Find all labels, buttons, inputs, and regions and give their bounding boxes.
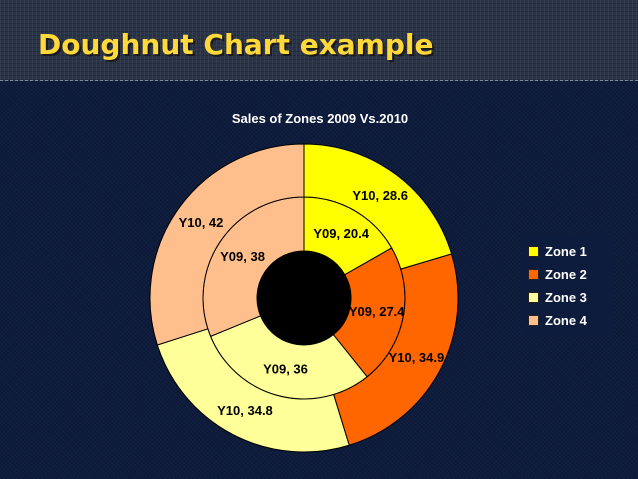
data-label: Y10, 42 [179,215,224,230]
legend-swatch-zone-2 [528,269,539,280]
doughnut-hole [257,251,351,345]
slice-y10-zone-4 [149,143,305,346]
legend-label: Zone 2 [545,267,587,282]
title-band [0,0,638,81]
slice-y10-zone-3 [156,328,350,453]
legend-swatch-zone-4 [528,315,539,326]
data-label: Y09, 27.4 [349,304,405,319]
legend-item-zone-1: Zone 1 [528,240,614,263]
data-label: Y09, 36 [263,362,308,377]
legend-item-zone-3: Zone 3 [528,286,614,309]
legend-label: Zone 1 [545,244,587,259]
legend-swatch-zone-1 [528,246,539,257]
legend-label: Zone 4 [545,313,587,328]
chart-title: Sales of Zones 2009 Vs.2010 [231,111,409,126]
legend-item-zone-2: Zone 2 [528,263,614,286]
data-label: Y10, 28.6 [352,188,408,203]
slice-y10-zone-2 [333,253,459,446]
data-label: Y10, 34.8 [217,403,273,418]
legend-item-zone-4: Zone 4 [528,309,614,332]
data-label: Y09, 38 [220,249,265,264]
legend-label: Zone 3 [545,290,587,305]
slide-title: Doughnut Chart example [38,28,434,61]
data-label: Y10, 34.9 [389,350,445,365]
data-label: Y09, 20.4 [313,226,369,241]
legend-swatch-zone-3 [528,292,539,303]
chart-legend: Zone 1 Zone 2 Zone 3 Zone 4 [522,236,614,336]
